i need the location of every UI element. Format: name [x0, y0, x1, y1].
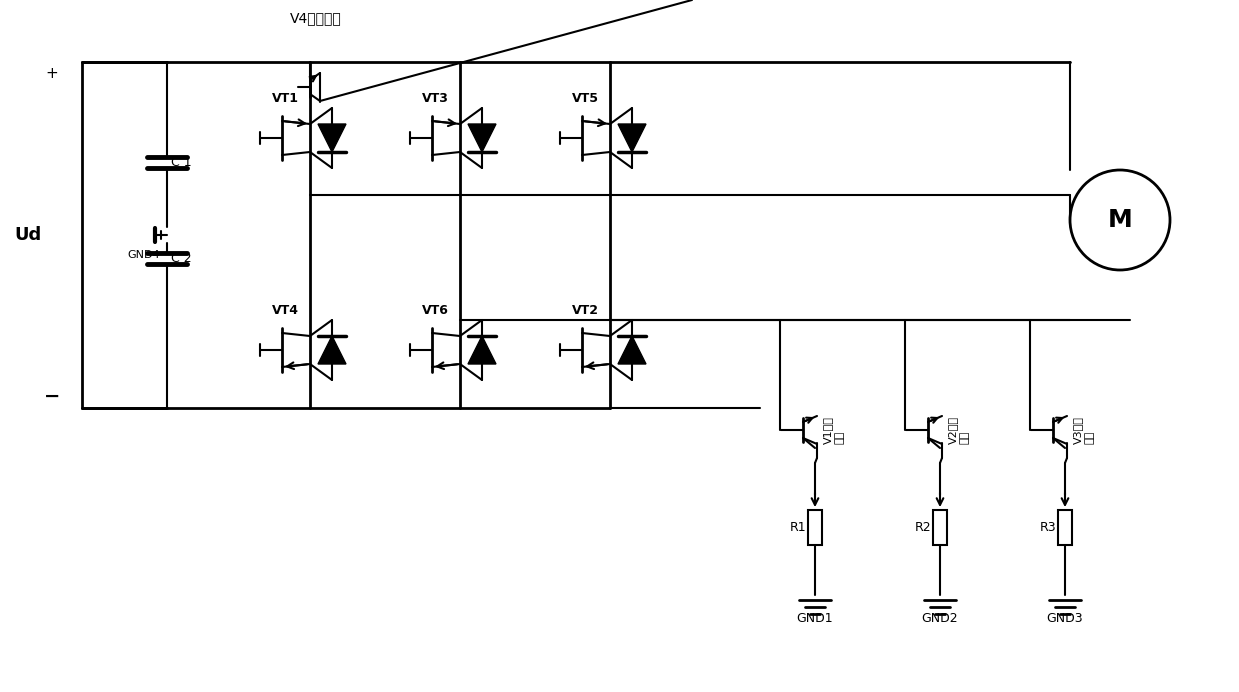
Text: Ud: Ud: [14, 226, 41, 244]
Text: R1: R1: [790, 521, 807, 534]
Polygon shape: [618, 124, 646, 152]
Polygon shape: [318, 124, 346, 152]
Polygon shape: [618, 336, 646, 364]
Text: GND3: GND3: [1047, 612, 1083, 624]
Text: R3: R3: [1040, 521, 1057, 534]
Text: C 2: C 2: [171, 251, 192, 264]
Text: GND2: GND2: [922, 612, 958, 624]
Polygon shape: [318, 336, 346, 364]
Text: VT6: VT6: [422, 304, 449, 316]
Text: VT4: VT4: [273, 304, 299, 316]
Text: V2达林
顿管: V2达林 顿管: [948, 416, 970, 444]
Text: V1达林
顿管: V1达林 顿管: [823, 416, 845, 444]
Text: VT2: VT2: [572, 304, 598, 316]
Bar: [933, 510, 947, 545]
Text: R2: R2: [914, 521, 932, 534]
Text: M: M: [1108, 208, 1132, 232]
Text: GND4: GND4: [128, 250, 160, 260]
Bar: [808, 510, 821, 545]
Polygon shape: [468, 336, 496, 364]
Text: VT5: VT5: [572, 91, 598, 104]
Text: V3达林
顿管: V3达林 顿管: [1073, 416, 1094, 444]
Text: V4达林顿管: V4达林顿管: [290, 11, 342, 25]
Text: VT1: VT1: [273, 91, 299, 104]
Text: GND1: GND1: [797, 612, 834, 624]
Text: C 1: C 1: [171, 156, 192, 168]
Text: +: +: [46, 66, 58, 82]
Text: VT3: VT3: [422, 91, 449, 104]
Bar: [1058, 510, 1072, 545]
Polygon shape: [468, 124, 496, 152]
Text: −: −: [43, 387, 61, 406]
